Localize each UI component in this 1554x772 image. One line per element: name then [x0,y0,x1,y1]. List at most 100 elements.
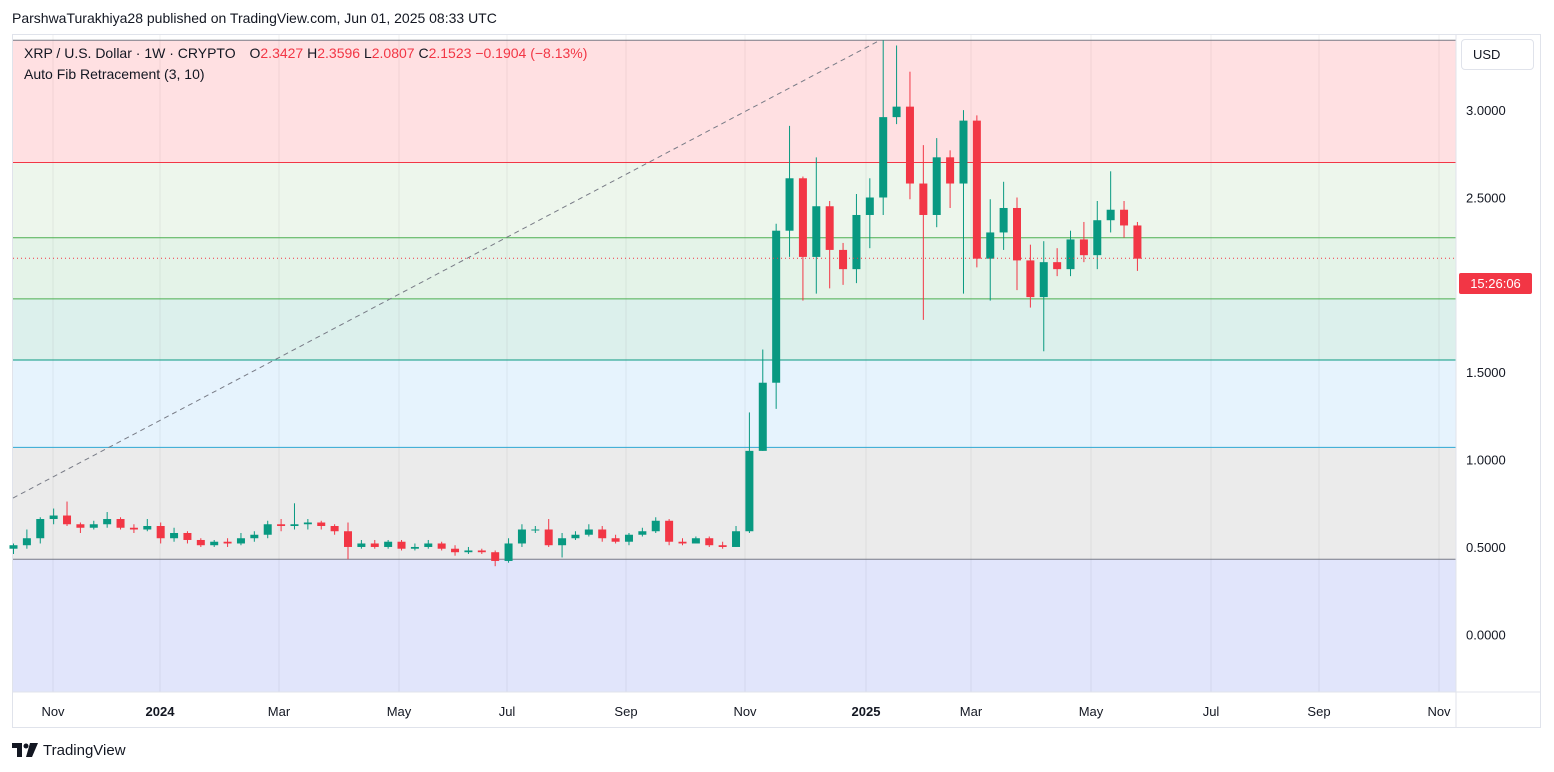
candle-body [143,526,152,530]
candle-body [798,178,807,257]
candle [183,531,192,544]
price-tick-label: 2.5000 [1466,191,1506,206]
candle-body [531,529,540,531]
candle [1039,241,1048,352]
fib-band [13,298,1456,361]
candle [210,539,219,547]
candle [129,524,138,533]
candle-body [598,529,607,539]
candle-body [892,106,901,118]
candle [451,545,460,556]
candle [839,242,848,285]
candle-body [1093,220,1102,256]
candle [798,176,807,301]
candle [718,541,727,549]
candle-body [745,450,754,532]
candle [852,194,861,284]
candle-body [1053,262,1062,270]
close-label: C [418,45,429,61]
candle [437,541,446,551]
candle [76,522,85,533]
candle-body [919,183,928,215]
candle-body [437,543,446,549]
candle [745,412,754,533]
candle [196,538,205,547]
candle-body [517,529,526,544]
candle [959,110,968,294]
candle [22,529,31,549]
candle-body [1039,262,1048,298]
candle-body [36,519,45,539]
candle-body [584,529,593,535]
candle [611,534,620,544]
candle-body [638,531,647,535]
candle-body [303,522,312,525]
candle-body [424,543,433,547]
price-tick-label: 3.0000 [1466,103,1506,118]
candle [250,531,259,542]
candle-body [210,541,219,546]
low-label: L [363,45,372,61]
fib-band [13,237,1456,299]
candle [170,527,179,542]
candle [1066,230,1075,277]
time-tick-label: Jul [499,704,516,719]
candle [223,538,232,547]
candle [624,532,633,546]
chart-frame [12,34,1541,728]
candle [1026,244,1035,308]
fib-bands [13,40,1456,692]
candle-body [504,543,513,561]
candle [531,526,540,533]
candle [758,349,767,451]
candle [705,536,714,547]
candle [932,138,941,228]
candle [49,508,58,525]
candle [9,543,18,554]
candle [103,512,112,528]
tradingview-brand[interactable]: TradingView [12,740,126,760]
time-tick-label: Mar [960,704,983,719]
candle-body [705,538,714,546]
candle [357,539,366,549]
candle-body [571,534,580,539]
candle [1053,248,1062,277]
candle [410,543,419,551]
candle [277,519,286,532]
candle [89,520,98,530]
candle-body [9,545,18,549]
publisher-line: ParshwaTurakhiya28 published on TradingV… [12,10,497,26]
currency-selector[interactable]: USD [1461,39,1534,70]
candle-body [1120,209,1129,226]
candle [651,517,660,533]
fib-band [13,360,1456,448]
candle-body [758,382,767,451]
candle [156,522,165,544]
candle [732,526,741,547]
candle [999,181,1008,250]
candle-body [183,532,192,540]
high-value: 2.3596 [317,45,361,61]
candle-body [1079,239,1088,256]
candle-body [718,545,727,547]
brand-name: TradingView [43,741,126,759]
candles [9,40,1142,567]
candle-body [986,232,995,259]
close-value: 2.1523 [428,45,472,61]
time-tick-label: Nov [1427,704,1451,719]
candle [63,501,72,527]
countdown-price-tag: 15:26:06 [1459,273,1532,294]
candle-body [1013,207,1021,261]
candle [384,539,393,549]
candle [972,115,981,268]
candle [785,125,794,257]
indicator-legend[interactable]: Auto Fib Retracement (3, 10) [24,66,205,82]
candle-body [932,157,941,215]
candle-body [451,548,460,553]
time-tick-label: Jul [1203,704,1220,719]
candle [812,157,821,294]
symbol-title: XRP / U.S. Dollar · 1W · CRYPTO [24,45,236,61]
time-tick-label: May [387,704,412,719]
candle [397,539,406,551]
